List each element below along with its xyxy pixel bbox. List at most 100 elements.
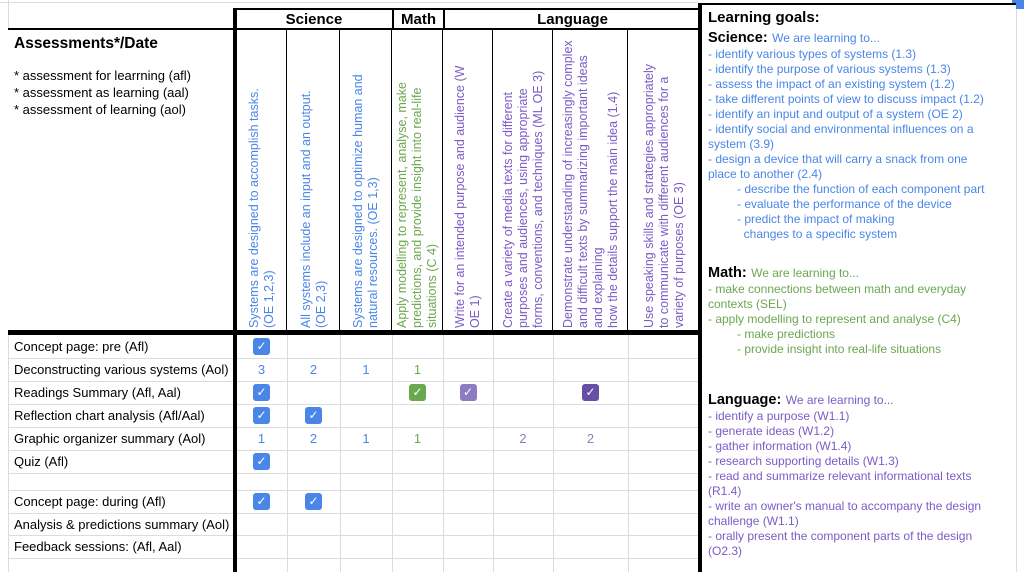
- column-header-rotated: Apply modelling to represent, analyse, m…: [392, 30, 442, 332]
- column-header-text: All systems include an input and an outp…: [298, 90, 328, 328]
- column-gridline: [287, 335, 288, 572]
- row-gridline: [8, 427, 698, 428]
- column-header-text: Systems are designed to accomplish tasks…: [246, 88, 276, 328]
- assessments-title: Assessments*/Date: [14, 35, 158, 52]
- goal-item: - identify various types of systems (1.3…: [708, 47, 917, 61]
- column-header-cell: Demonstrate understanding of increasingl…: [553, 30, 628, 335]
- grid-cell[interactable]: ✓: [392, 381, 443, 404]
- checkbox-checked[interactable]: ✓: [409, 384, 426, 401]
- goals-intro-text: We are learning to...: [751, 266, 859, 280]
- row-label-cell[interactable]: [8, 473, 234, 490]
- goals-section: Science: We are learning to... - identify…: [708, 29, 1011, 242]
- row-label-cell[interactable]: Readings Summary (Afl, Aal): [8, 381, 234, 404]
- column-header-cell: Create a variety of media texts for diff…: [493, 30, 553, 335]
- assessments-corner-cell[interactable]: Assessments*/Date * assessment for learr…: [8, 28, 234, 330]
- goal-item: - read and summarize relevant informatio…: [708, 469, 972, 498]
- column-header-rotated: Systems are designed to accomplish tasks…: [236, 30, 286, 332]
- group-header-language-label: Language: [537, 10, 608, 28]
- grid-cell[interactable]: ✓: [236, 381, 287, 404]
- right-gridline: [1016, 0, 1017, 572]
- cell-count-value: 2: [309, 431, 318, 446]
- goals-section-heading: Language: We are learning to...: [708, 391, 1011, 409]
- goals-section-heading: Math: We are learning to...: [708, 264, 1011, 282]
- row-label-cell[interactable]: Analysis & predictions summary (Aol): [8, 513, 234, 535]
- column-header-text: Demonstrate understanding of increasingl…: [560, 40, 620, 328]
- row-label-cell[interactable]: Deconstructing various systems (Aol): [8, 358, 234, 381]
- column-header-rotated: Systems are designed to optimize human a…: [340, 30, 391, 332]
- column-header-text: Create a variety of media texts for diff…: [500, 70, 545, 328]
- goal-item: - research supporting details (W1.3): [708, 454, 899, 468]
- grid-cell[interactable]: 1: [392, 427, 443, 450]
- column-header-rotated: All systems include an input and an outp…: [287, 30, 339, 332]
- checkbox-checked[interactable]: ✓: [305, 493, 322, 510]
- divider-right-thick: [698, 3, 702, 572]
- grid-cell[interactable]: 2: [553, 427, 628, 450]
- grid-cell[interactable]: ✓: [287, 490, 340, 513]
- column-header-cell: Systems are designed to accomplish tasks…: [236, 30, 287, 335]
- row-label: Quiz (Afl): [14, 454, 69, 469]
- row-label-cell[interactable]: Reflection chart analysis (Afl/Aal): [8, 404, 234, 427]
- goal-item: - predict the impact of making changes t…: [737, 212, 898, 241]
- goal-item: - identify a purpose (W1.1): [708, 409, 850, 423]
- grid-cell[interactable]: 2: [287, 358, 340, 381]
- goal-item: - make connections between math and ever…: [708, 282, 967, 311]
- goals-section: Math: We are learning to... - make connec…: [708, 264, 1011, 357]
- grid-cell[interactable]: ✓: [236, 450, 287, 473]
- row-label: Readings Summary (Afl, Aal): [14, 385, 181, 400]
- column-header-text: Apply modelling to represent, analyse, m…: [395, 82, 439, 328]
- group-header-math: Math: [392, 8, 443, 30]
- grid-cell[interactable]: 1: [340, 427, 392, 450]
- row-label-cell[interactable]: Graphic organizer summary (Aol): [8, 427, 234, 450]
- row-gridline: [8, 535, 698, 536]
- grid-cell[interactable]: 1: [236, 427, 287, 450]
- grid-cell[interactable]: ✓: [236, 490, 287, 513]
- cell-count-value: 3: [257, 362, 266, 377]
- grid-cell[interactable]: ✓: [443, 381, 493, 404]
- row-label-cell[interactable]: Feedback sessions: (Afl, Aal): [8, 535, 234, 558]
- column-header-rotated: Write for an intended purpose and audien…: [443, 30, 492, 332]
- row-label-cell[interactable]: Quiz (Afl): [8, 450, 234, 473]
- grid-cell[interactable]: 3: [236, 358, 287, 381]
- group-header-math-label: Math: [401, 10, 436, 28]
- goal-item: - orally present the component parts of …: [708, 529, 973, 558]
- row-gridline: [8, 450, 698, 451]
- top-gridline: [0, 2, 698, 3]
- column-header-cell: All systems include an input and an outp…: [287, 30, 340, 335]
- goal-item: - identify the purpose of various system…: [708, 62, 951, 76]
- grid-cell[interactable]: 2: [493, 427, 553, 450]
- column-header-cell: Systems are designed to optimize human a…: [340, 30, 392, 335]
- goal-item: - design a device that will carry a snac…: [708, 152, 968, 181]
- checkbox-checked[interactable]: ✓: [253, 493, 270, 510]
- cell-count-value: 2: [586, 431, 595, 446]
- grid-cell[interactable]: ✓: [287, 404, 340, 427]
- grid-cell[interactable]: 2: [287, 427, 340, 450]
- grid-cell[interactable]: 1: [340, 358, 392, 381]
- cell-count-value: 2: [519, 431, 527, 446]
- grid-cell[interactable]: ✓: [236, 335, 287, 358]
- checkbox-checked[interactable]: ✓: [253, 407, 270, 424]
- checkbox-checked[interactable]: ✓: [305, 407, 322, 424]
- column-gridline: [443, 335, 444, 572]
- column-gridline: [553, 335, 554, 572]
- goal-item: - gather information (W1.4): [708, 439, 852, 453]
- column-header-cell: Apply modelling to represent, analyse, m…: [392, 30, 443, 335]
- column-header-rotated: Demonstrate understanding of increasingl…: [553, 30, 627, 332]
- grid-cell[interactable]: ✓: [553, 381, 628, 404]
- group-header-language: Language: [443, 8, 700, 30]
- checkbox-checked[interactable]: ✓: [459, 384, 477, 401]
- checkbox-checked[interactable]: ✓: [253, 384, 270, 401]
- grid-cell[interactable]: ✓: [236, 404, 287, 427]
- row-label-cell[interactable]: Concept page: during (Afl): [8, 490, 234, 513]
- goal-item: - assess the impact of an existing syste…: [708, 77, 955, 91]
- row-label-cell[interactable]: Concept page: pre (Afl): [8, 335, 234, 358]
- grid-cell[interactable]: 1: [392, 358, 443, 381]
- cell-count-value: 1: [362, 431, 370, 446]
- checkbox-checked[interactable]: ✓: [582, 384, 599, 401]
- goal-item: - write an owner's manual to accompany t…: [708, 499, 982, 528]
- checkbox-checked[interactable]: ✓: [253, 338, 270, 355]
- selected-cell-marker: [1012, 0, 1024, 9]
- checkbox-checked[interactable]: ✓: [253, 453, 270, 470]
- column-header-rotated: Create a variety of media texts for diff…: [493, 30, 552, 332]
- goals-intro-text: We are learning to...: [772, 31, 880, 45]
